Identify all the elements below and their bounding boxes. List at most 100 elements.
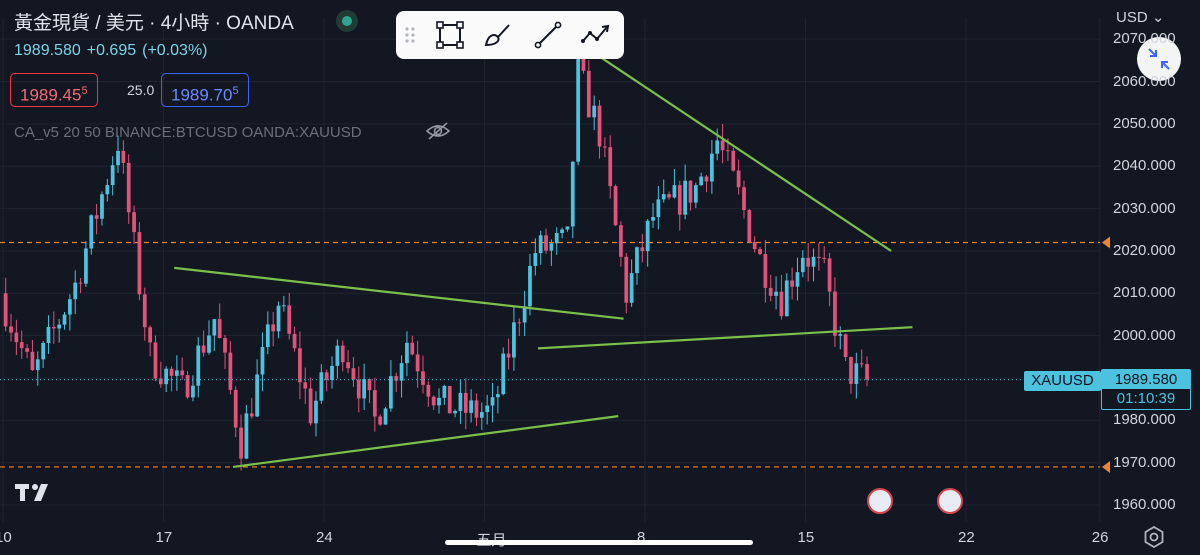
rectangle-icon[interactable] bbox=[434, 19, 466, 51]
candle-body bbox=[399, 363, 404, 381]
price-tick-label: 1980.000 bbox=[1113, 411, 1176, 429]
candle-body bbox=[217, 319, 222, 339]
candle-body bbox=[838, 334, 843, 336]
candle-body bbox=[3, 293, 8, 327]
candle-body bbox=[383, 408, 388, 425]
candle-body bbox=[768, 287, 773, 296]
candle-body bbox=[62, 314, 67, 325]
candle-body bbox=[677, 185, 682, 215]
price-tick-label: 2040.000 bbox=[1113, 157, 1176, 175]
hide-eye-icon[interactable] bbox=[425, 121, 451, 141]
candle-body bbox=[501, 353, 506, 395]
candle-body bbox=[758, 249, 762, 255]
us-event-flag-icon[interactable] bbox=[936, 488, 963, 514]
candle-body bbox=[223, 338, 227, 353]
time-tick-label: 17 bbox=[155, 529, 173, 546]
candle-body bbox=[367, 379, 372, 391]
price-tick-label: 2050.000 bbox=[1113, 114, 1176, 132]
horizontal-levels[interactable] bbox=[0, 236, 1110, 473]
time-tick-label: 24 bbox=[316, 529, 333, 546]
candle-body bbox=[308, 388, 313, 424]
candle-body bbox=[517, 322, 522, 324]
candle-body bbox=[421, 371, 425, 385]
chevron-down-icon: ⌄ bbox=[1151, 9, 1165, 26]
time-tick-label: 26 bbox=[1091, 529, 1109, 546]
candle-body bbox=[592, 105, 597, 118]
candle-body bbox=[453, 410, 457, 414]
candle-body bbox=[656, 199, 661, 218]
drag-handle-icon[interactable] bbox=[402, 19, 418, 51]
candle-body bbox=[201, 345, 206, 353]
us-event-flag-icon[interactable] bbox=[867, 488, 894, 514]
trend-lines[interactable] bbox=[174, 46, 913, 469]
settings-gear-icon[interactable] bbox=[1143, 526, 1165, 548]
candle-body bbox=[784, 280, 789, 317]
symbol-title[interactable]: 黃金現貨 / 美元 · 4小時 · OANDA bbox=[14, 13, 294, 34]
trend-line-icon[interactable] bbox=[532, 19, 564, 51]
time-tick-label: 15 bbox=[797, 529, 815, 546]
price-tick-label: 1970.000 bbox=[1113, 453, 1176, 471]
trend-line bbox=[537, 326, 913, 350]
candle-body bbox=[608, 147, 613, 187]
candle-body bbox=[811, 256, 816, 267]
candle-body bbox=[570, 161, 575, 227]
candle-body bbox=[394, 376, 399, 381]
brush-icon[interactable] bbox=[482, 19, 514, 51]
candle-body bbox=[827, 258, 832, 292]
candle-body bbox=[549, 243, 554, 251]
candle-body bbox=[779, 291, 784, 317]
buy-price-box[interactable]: 1989.705 bbox=[161, 73, 249, 107]
candle-body bbox=[710, 153, 714, 182]
ticker-label: XAUUSD bbox=[1024, 371, 1101, 391]
candle-body bbox=[265, 324, 270, 348]
candle-body bbox=[554, 233, 559, 244]
candle-body bbox=[132, 212, 136, 233]
price-tick-label: 2030.000 bbox=[1113, 199, 1176, 217]
collapse-button[interactable] bbox=[1137, 37, 1181, 81]
level-marker-icon bbox=[1102, 460, 1110, 473]
candle-body bbox=[731, 150, 736, 171]
candle-body bbox=[19, 342, 24, 349]
candle-body bbox=[533, 253, 538, 266]
currency-selector[interactable]: USD ⌄ bbox=[1116, 8, 1164, 26]
candle-body bbox=[849, 356, 853, 384]
candle-body bbox=[479, 412, 484, 418]
candle-body bbox=[239, 427, 243, 459]
indicator-legend[interactable]: CA_v5 20 50 BINANCE:BTCUSD OANDA:XAUUSD bbox=[14, 124, 362, 141]
candle-body bbox=[463, 392, 468, 413]
candle-body bbox=[153, 342, 158, 379]
candle-body bbox=[522, 306, 527, 323]
candle-body bbox=[35, 359, 40, 371]
candle-body bbox=[244, 413, 249, 459]
candle-body bbox=[164, 368, 169, 385]
candle-body bbox=[340, 345, 345, 363]
candle-body bbox=[469, 400, 473, 413]
path-icon[interactable] bbox=[580, 19, 612, 51]
candle-body bbox=[41, 342, 45, 360]
candle-body bbox=[324, 372, 329, 381]
sell-price-tail: 5 bbox=[81, 85, 88, 97]
candle-body bbox=[169, 368, 174, 376]
candle-body bbox=[597, 105, 602, 147]
candle-body bbox=[51, 326, 56, 329]
candle-body bbox=[233, 389, 238, 428]
collapse-arrows-icon bbox=[1148, 48, 1170, 70]
candle-body bbox=[212, 319, 217, 336]
candle-body bbox=[565, 226, 570, 230]
candle-body bbox=[854, 363, 859, 384]
candle-body bbox=[100, 194, 104, 219]
price-tick-label: 2000.000 bbox=[1113, 326, 1176, 344]
candle-body bbox=[581, 57, 586, 71]
candle-body bbox=[447, 386, 452, 414]
candle-body bbox=[292, 333, 297, 349]
candle-body bbox=[683, 180, 687, 215]
candle-body bbox=[260, 347, 265, 375]
last-price-tag: 1989.580 01:10:39 bbox=[1101, 369, 1191, 410]
candle-body bbox=[736, 170, 741, 188]
candle-body bbox=[763, 254, 768, 288]
candle-body bbox=[645, 220, 650, 252]
candle-body bbox=[137, 232, 142, 295]
sell-price-box[interactable]: 1989.455 bbox=[10, 73, 98, 107]
candle-body bbox=[351, 368, 356, 380]
